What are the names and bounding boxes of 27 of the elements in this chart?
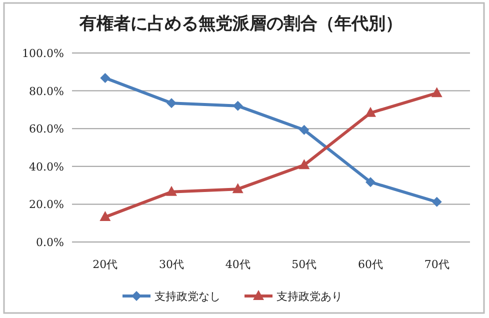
point — [100, 72, 110, 83]
y-tick-label: 100.0% — [22, 47, 64, 60]
x-tick-label: 70代 — [424, 258, 450, 271]
point — [298, 159, 310, 170]
point — [232, 100, 243, 111]
x-tick-label: 50代 — [292, 258, 317, 271]
point — [232, 183, 244, 194]
y-tick-label: 80.0% — [29, 84, 64, 98]
point — [166, 98, 176, 108]
y-tick-label: 40.0% — [29, 160, 64, 174]
x-tick-label: 40代 — [225, 258, 250, 271]
legend-label: 支持政党あり — [276, 290, 342, 303]
point — [166, 186, 177, 196]
y-tick-label: 20.0% — [29, 198, 64, 212]
y-tick-label: 0.0% — [36, 236, 64, 249]
point — [299, 124, 310, 135]
point — [432, 196, 442, 207]
point — [431, 87, 442, 98]
point — [366, 177, 376, 188]
point — [365, 106, 376, 117]
x-tick-label: 60代 — [358, 258, 383, 271]
x-tick-label: 30代 — [159, 258, 184, 271]
point — [100, 211, 111, 222]
x-tick-label: 20代 — [92, 258, 118, 271]
y-tick-label: 60.0% — [29, 122, 64, 136]
chart-title: 有権者に占める無党派層の割合（年代別） — [78, 14, 402, 33]
legend-label: 支持政党なし — [154, 290, 220, 303]
